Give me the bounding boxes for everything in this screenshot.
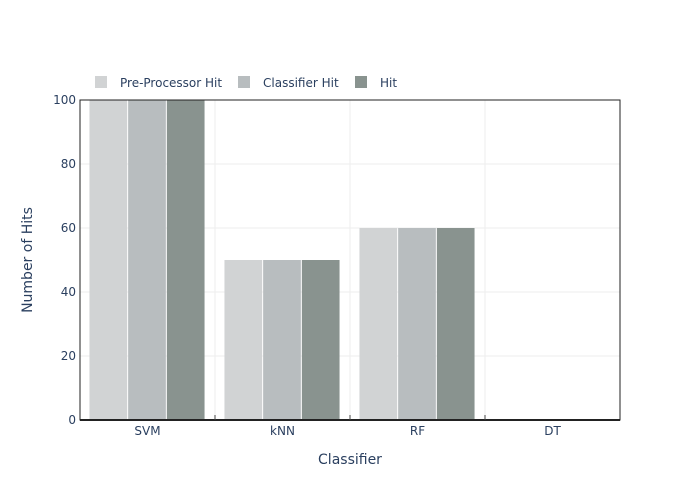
- bar-rf-pre-processor-hit[interactable]: [359, 228, 398, 420]
- x-tick-label: DT: [544, 424, 561, 438]
- y-ticks: 0 20 40 60 80 100: [53, 93, 76, 427]
- y-tick-label: 80: [61, 157, 76, 171]
- y-tick-label: 20: [61, 349, 76, 363]
- x-tick-label: kNN: [270, 424, 295, 438]
- bar-rf-classifier-hit[interactable]: [398, 228, 436, 420]
- x-tick-label: RF: [410, 424, 425, 438]
- y-tick-label: 60: [61, 221, 76, 235]
- bar-knn-pre-processor-hit[interactable]: [224, 260, 263, 420]
- bar-knn-hit[interactable]: [301, 260, 340, 420]
- bars: [89, 100, 475, 420]
- bar-svm-pre-processor-hit[interactable]: [89, 100, 128, 420]
- legend-item-classifier-hit[interactable]: Classifier Hit: [238, 76, 339, 90]
- legend-swatch: [355, 76, 367, 88]
- x-tick-label: SVM: [134, 424, 160, 438]
- y-axis-title: Number of Hits: [20, 207, 36, 313]
- legend[interactable]: Pre-Processor Hit Classifier Hit Hit: [95, 76, 397, 90]
- legend-item-hit[interactable]: Hit: [355, 76, 397, 90]
- y-tick-label: 100: [53, 93, 76, 107]
- y-tick-label: 40: [61, 285, 76, 299]
- bar-svm-hit[interactable]: [166, 100, 205, 420]
- y-tick-label: 0: [68, 413, 76, 427]
- legend-label: Pre-Processor Hit: [120, 76, 222, 90]
- legend-swatch: [238, 76, 250, 88]
- legend-label: Classifier Hit: [263, 76, 339, 90]
- x-ticks: SVM kNN RF DT: [134, 415, 561, 438]
- bar-knn-classifier-hit[interactable]: [263, 260, 301, 420]
- x-axis-title: Classifier: [318, 452, 382, 468]
- bar-svm-classifier-hit[interactable]: [128, 100, 166, 420]
- legend-swatch: [95, 76, 107, 88]
- bar-rf-hit[interactable]: [436, 228, 475, 420]
- legend-label: Hit: [380, 76, 397, 90]
- legend-item-pre-processor-hit[interactable]: Pre-Processor Hit: [95, 76, 222, 90]
